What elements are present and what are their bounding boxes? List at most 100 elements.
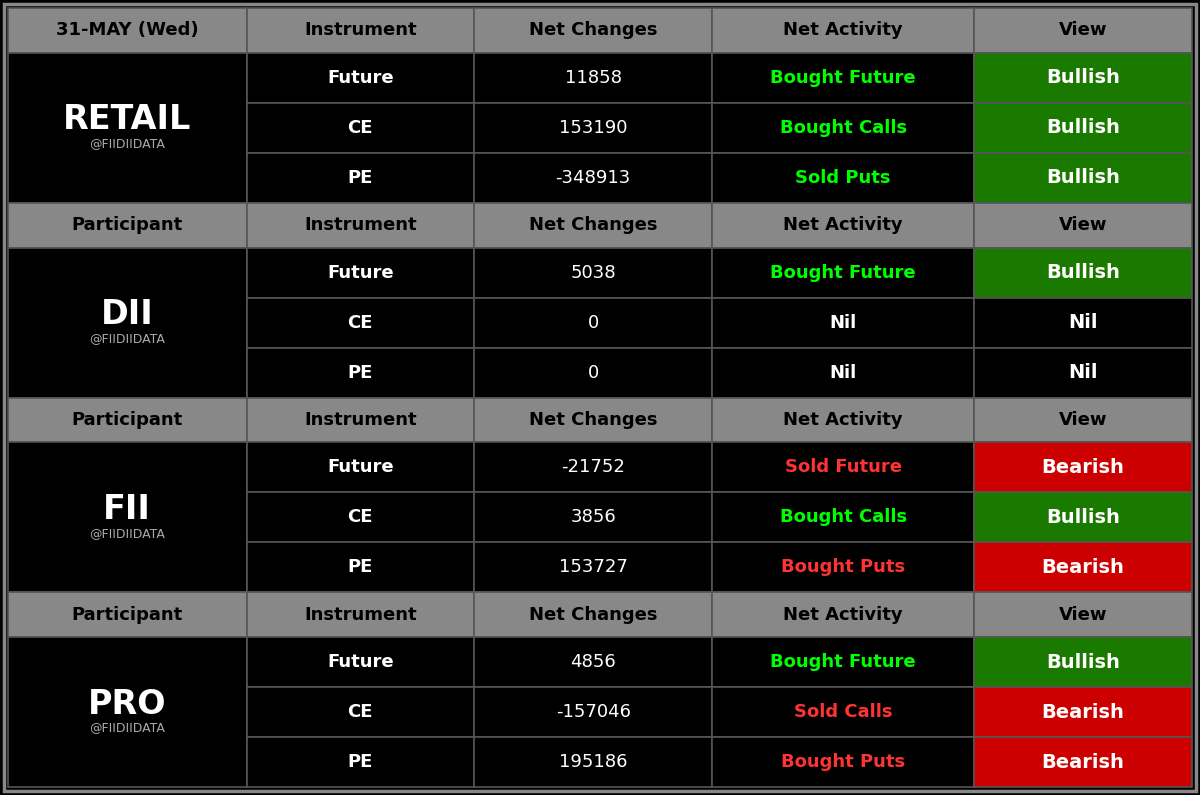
Bar — [713, 492, 974, 542]
Text: DII: DII — [101, 298, 154, 331]
Text: -348913: -348913 — [556, 169, 631, 187]
Bar — [247, 398, 474, 442]
Text: Participant: Participant — [72, 411, 182, 429]
Bar — [974, 637, 1192, 687]
Bar — [974, 592, 1192, 637]
Text: CE: CE — [348, 118, 373, 137]
Bar — [713, 637, 974, 687]
Bar — [974, 203, 1192, 247]
Text: Participant: Participant — [72, 216, 182, 235]
Text: View: View — [1058, 21, 1108, 40]
Bar — [713, 103, 974, 153]
Bar — [474, 8, 713, 52]
Text: Net Activity: Net Activity — [784, 411, 902, 429]
Text: Nil: Nil — [829, 363, 857, 382]
Bar — [247, 492, 474, 542]
Bar — [713, 297, 974, 347]
Text: Future: Future — [326, 458, 394, 476]
Bar — [8, 8, 247, 52]
Bar — [713, 737, 974, 787]
Bar — [974, 8, 1192, 52]
Bar — [974, 492, 1192, 542]
Bar — [247, 297, 474, 347]
Text: FII: FII — [103, 493, 151, 525]
Bar — [474, 247, 713, 297]
Text: Bearish: Bearish — [1042, 753, 1124, 771]
Bar — [247, 542, 474, 592]
Text: PE: PE — [348, 558, 373, 576]
Bar — [974, 52, 1192, 103]
Text: Sold Calls: Sold Calls — [794, 703, 893, 721]
Bar — [247, 203, 474, 247]
Bar — [474, 52, 713, 103]
Bar — [247, 347, 474, 398]
Text: 0: 0 — [588, 363, 599, 382]
Text: @FIIDIIDATA: @FIIDIIDATA — [89, 527, 166, 540]
Bar — [713, 153, 974, 203]
Bar — [247, 103, 474, 153]
Text: Future: Future — [326, 69, 394, 87]
Text: Instrument: Instrument — [304, 21, 416, 40]
Bar — [474, 103, 713, 153]
Text: CE: CE — [348, 703, 373, 721]
Bar — [474, 203, 713, 247]
Bar — [474, 492, 713, 542]
Text: CE: CE — [348, 313, 373, 332]
Bar — [974, 737, 1192, 787]
Text: PE: PE — [348, 753, 373, 771]
Text: PE: PE — [348, 169, 373, 187]
Text: Nil: Nil — [829, 313, 857, 332]
Bar — [474, 637, 713, 687]
Text: 3856: 3856 — [570, 508, 616, 526]
Bar — [8, 592, 247, 637]
Text: CE: CE — [348, 508, 373, 526]
Text: Net Activity: Net Activity — [784, 216, 902, 235]
Bar — [974, 103, 1192, 153]
Text: Bullish: Bullish — [1046, 169, 1120, 188]
Bar — [713, 398, 974, 442]
Bar — [8, 442, 247, 592]
Bar — [974, 297, 1192, 347]
Text: Net Changes: Net Changes — [529, 216, 658, 235]
Text: 195186: 195186 — [559, 753, 628, 771]
Text: Future: Future — [326, 264, 394, 281]
Text: Sold Puts: Sold Puts — [796, 169, 890, 187]
Bar — [247, 153, 474, 203]
Bar — [713, 52, 974, 103]
Text: Net Changes: Net Changes — [529, 21, 658, 40]
Bar — [247, 247, 474, 297]
Text: @FIIDIIDATA: @FIIDIIDATA — [89, 138, 166, 150]
Bar — [247, 687, 474, 737]
Text: Nil: Nil — [1068, 363, 1098, 382]
Bar — [8, 52, 247, 203]
Text: Instrument: Instrument — [304, 216, 416, 235]
Bar — [974, 153, 1192, 203]
Text: Future: Future — [326, 653, 394, 671]
Text: View: View — [1058, 411, 1108, 429]
Bar — [247, 52, 474, 103]
Bar — [474, 153, 713, 203]
Bar — [713, 442, 974, 492]
Text: Bought Puts: Bought Puts — [781, 753, 905, 771]
Text: Sold Future: Sold Future — [785, 458, 901, 476]
Text: Bullish: Bullish — [1046, 263, 1120, 282]
Text: Bullish: Bullish — [1046, 508, 1120, 527]
Text: Net Activity: Net Activity — [784, 21, 902, 40]
Bar — [247, 592, 474, 637]
Bar — [247, 637, 474, 687]
Bar — [713, 247, 974, 297]
Bar — [474, 442, 713, 492]
Bar — [713, 8, 974, 52]
Bar — [713, 592, 974, 637]
Bar — [474, 542, 713, 592]
Bar — [974, 398, 1192, 442]
Text: Net Activity: Net Activity — [784, 606, 902, 623]
Bar — [713, 542, 974, 592]
Bar — [247, 442, 474, 492]
Text: Bearish: Bearish — [1042, 558, 1124, 576]
Text: Net Changes: Net Changes — [529, 606, 658, 623]
Text: -157046: -157046 — [556, 703, 631, 721]
Text: Bullish: Bullish — [1046, 118, 1120, 138]
Text: Instrument: Instrument — [304, 606, 416, 623]
Bar — [713, 203, 974, 247]
